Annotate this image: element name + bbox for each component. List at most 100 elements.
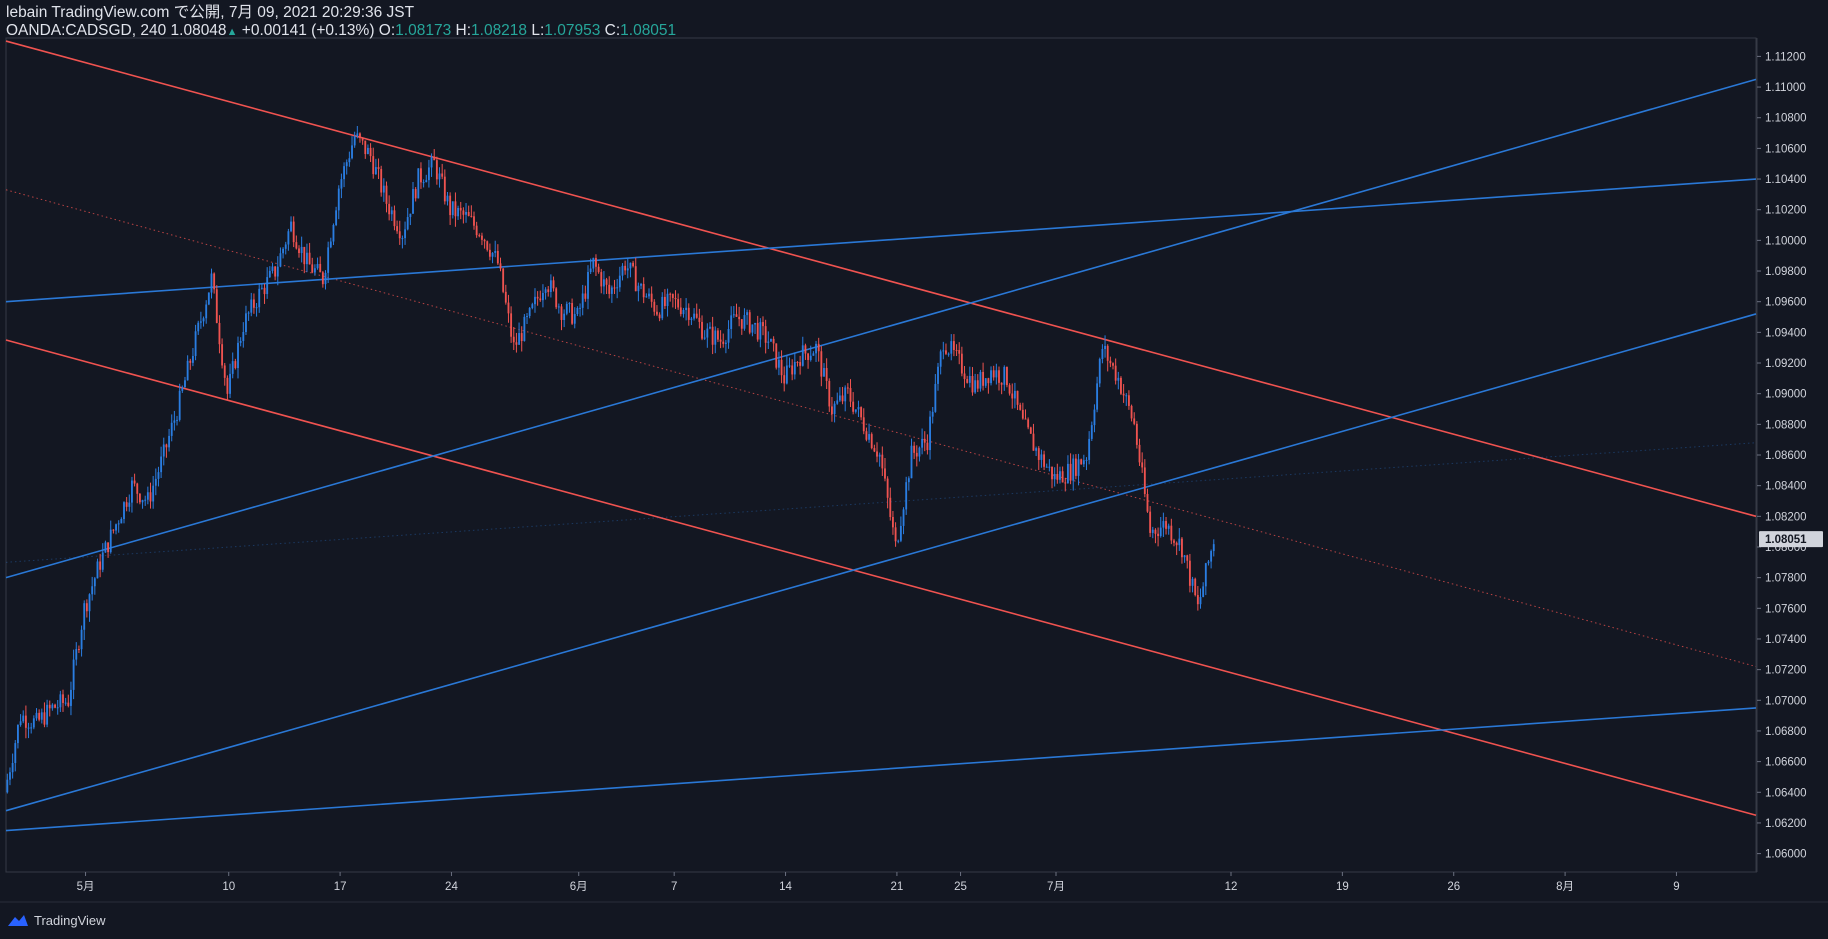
trendlines[interactable] [5,40,1757,832]
candle-body [255,307,258,309]
candle-body [608,284,611,294]
candle [435,156,438,185]
footer-brand[interactable]: TradingView [6,910,106,930]
trendline-blue-upper-steep[interactable] [5,78,1757,579]
candle-body [221,344,224,366]
candle [531,302,534,310]
candle [364,140,367,159]
candle-body [889,497,892,518]
candle-body [311,264,314,273]
candle [162,437,165,466]
candle-body [80,629,83,650]
candle-body [616,287,619,289]
trendline-blue-lower-slow[interactable] [5,707,1757,832]
candle [526,313,528,324]
candle [624,260,627,275]
candle [202,316,205,327]
candle-body [602,279,605,287]
trendline-blue-lower-steep[interactable] [5,313,1757,812]
candle [608,276,611,299]
candle [377,158,380,180]
candle-body [717,330,719,340]
candle [1003,365,1006,391]
candle-body [1048,466,1051,468]
candle [276,256,279,286]
candle [194,324,197,361]
candle [62,689,64,712]
candle-body [907,478,910,483]
candle-body [213,273,216,290]
candle-body [820,351,823,377]
candle [595,254,597,277]
y-tick-label: 1.06000 [1765,849,1807,861]
candle [1181,537,1183,564]
candle [873,444,876,453]
candle [841,386,844,405]
candle-body [109,529,112,553]
candle-body [361,137,364,141]
candle [237,336,239,379]
candle-body [96,561,99,579]
candle-body [271,266,274,271]
candle [374,158,377,175]
candle [907,476,910,491]
candle [666,288,669,317]
candle-body [104,542,107,553]
candle [950,334,953,361]
candle [467,205,470,217]
candle [401,235,404,249]
candle-body [345,162,348,167]
candle-body [913,445,916,453]
candle [589,258,592,274]
candle [788,357,791,368]
candle [353,131,356,148]
candle [138,493,141,505]
trendline-lower-red-channel[interactable] [5,339,1757,817]
y-tick-label: 1.08800 [1765,419,1807,431]
candle [234,358,237,370]
candle-body [838,395,841,401]
candle-body [857,407,860,410]
candle-body [481,235,483,240]
candle-body [815,343,817,354]
candle [1056,463,1059,484]
candle-body [1090,425,1093,439]
y-tick-label: 1.08600 [1765,450,1807,462]
trendline-mid-red-dotted[interactable] [5,189,1757,668]
candle-body [51,704,54,709]
candle-body [369,147,372,157]
trendline-blue-upper-slow[interactable] [5,178,1757,303]
candle-body [1199,597,1202,605]
candle-body [237,342,239,369]
candle-body [486,241,489,250]
candle-body [1061,471,1064,483]
candle [184,376,186,388]
candle-body [634,266,637,292]
candle-body [560,306,563,321]
candle [72,649,75,700]
trendline-upper-red-channel[interactable] [5,40,1757,518]
candle [1207,560,1210,566]
candle-body [364,140,367,155]
candle [19,714,22,727]
candle [987,377,990,394]
candle-body [488,249,491,257]
candle-body [313,268,316,273]
candle-body [645,296,648,298]
candle [271,262,274,274]
candles[interactable] [6,125,1215,794]
candle-body [610,287,613,294]
candle [1082,454,1085,468]
candle-body [128,502,131,507]
candle [634,257,637,292]
open-value: 1.08173 [395,22,452,39]
candle [274,265,277,281]
candle-body [690,318,693,320]
candle-body [462,210,465,215]
candle [136,482,139,504]
candle-body [823,368,825,377]
x-tick-label: 9 [1673,881,1679,893]
candle-body [990,370,992,384]
candle-body [504,291,507,303]
